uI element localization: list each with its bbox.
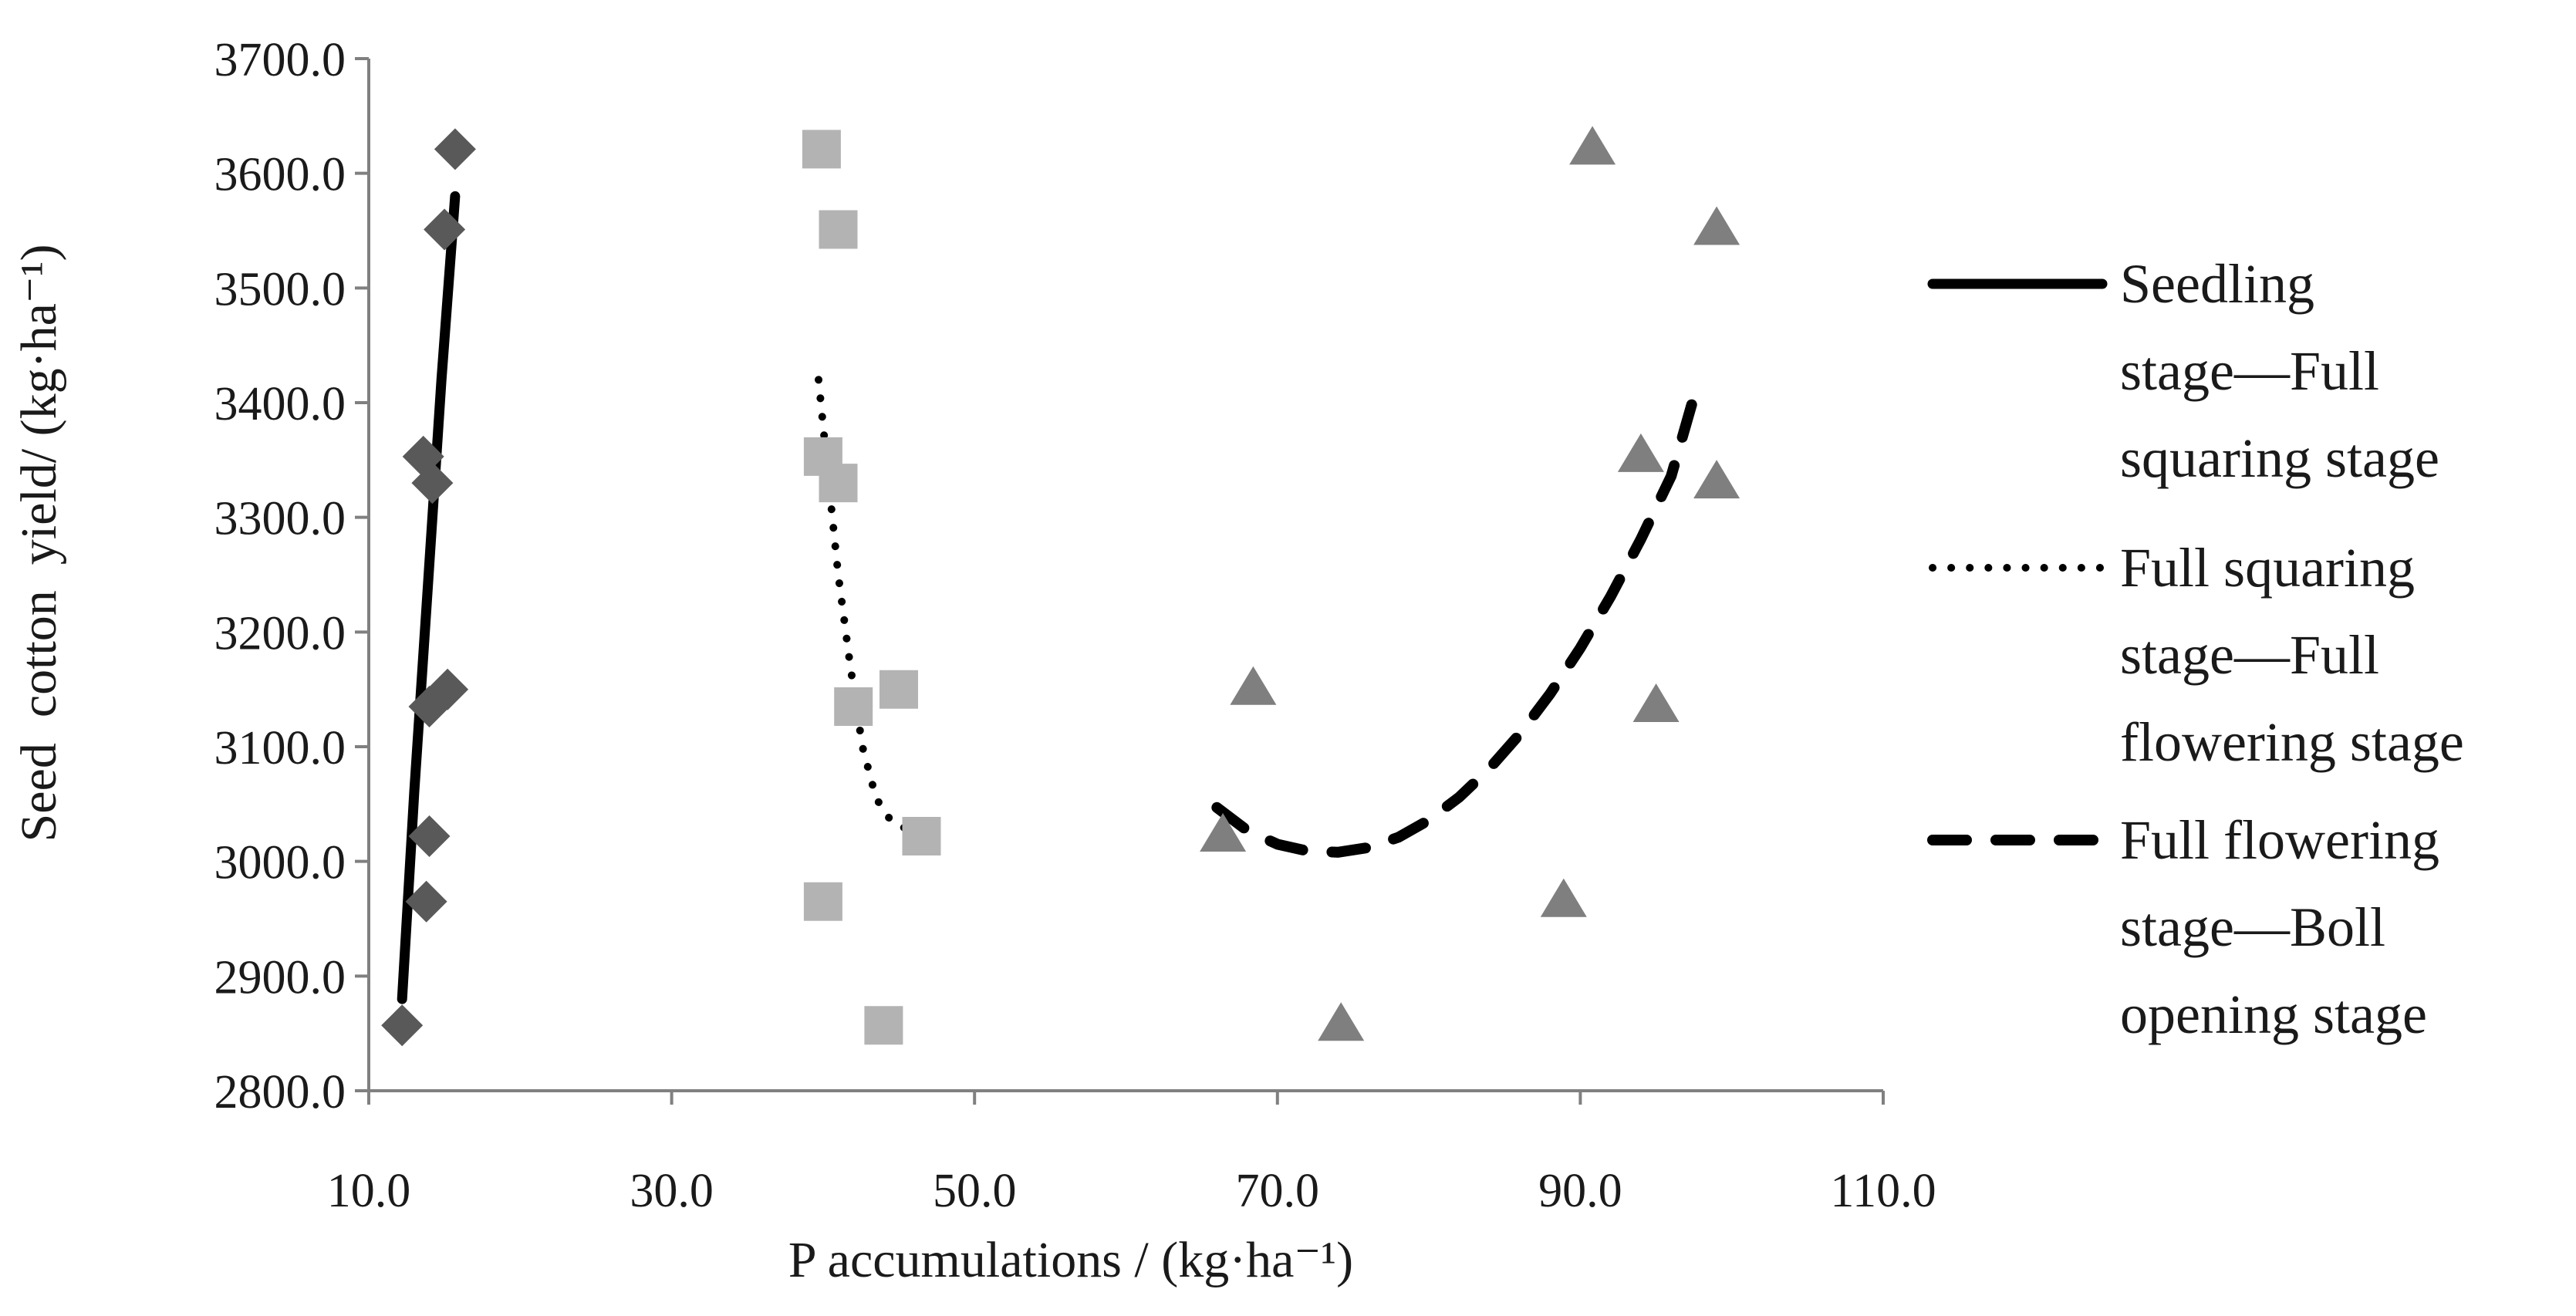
x-tick-label: 50.0: [933, 1165, 1017, 1217]
y-tick-label: 3700.0: [214, 34, 346, 86]
y-tick-label: 3400.0: [214, 378, 346, 430]
triangle-marker: [1693, 460, 1740, 499]
diamond-marker: [405, 880, 447, 923]
x-tick-label: 110.0: [1830, 1165, 1936, 1217]
diamond-marker: [411, 462, 454, 504]
square-marker: [879, 670, 918, 709]
diamond-marker: [424, 208, 466, 251]
legend-label: Full flowering: [2120, 809, 2439, 871]
square-marker: [819, 464, 858, 503]
legend-label: flowering stage: [2120, 711, 2464, 773]
x-axis-title: P accumulations / (kg·ha⁻¹): [788, 1232, 1353, 1288]
trend-lines: [397, 191, 1700, 1004]
square-marker: [803, 882, 842, 921]
trend-line-dashed: [1211, 391, 1700, 858]
trend-line-solid: [397, 191, 461, 1004]
square-marker: [819, 210, 858, 249]
diamond-marker: [381, 1004, 424, 1047]
y-tick-label: 3300.0: [214, 493, 346, 545]
triangle-marker: [1693, 206, 1740, 245]
y-tick-label: 3200.0: [214, 607, 346, 660]
x-ticks: 10.0 30.0 50.0 70.0 90.0 110.0: [327, 1091, 1936, 1217]
diamond-marker: [408, 686, 451, 727]
data-markers: [381, 126, 1740, 1047]
legend: Seedling stage—Full squaring stage Full squ…: [1927, 253, 2464, 1045]
square-marker: [902, 817, 941, 855]
y-axis-title: Seed cotton yield/ (kg·ha⁻¹): [11, 245, 67, 842]
y-tick-label: 2800.0: [214, 1066, 346, 1119]
x-tick-label: 10.0: [327, 1165, 411, 1217]
triangle-marker: [1632, 683, 1680, 722]
y-tick-label: 3600.0: [214, 149, 346, 201]
legend-label: stage—Boll: [2120, 896, 2385, 958]
triangle-marker: [1318, 1002, 1365, 1041]
triangle-marker: [1569, 126, 1616, 165]
diamond-marker: [434, 128, 476, 170]
diamond-marker: [408, 815, 451, 857]
legend-label: opening stage: [2120, 984, 2427, 1045]
triangle-marker: [1200, 813, 1247, 852]
legend-label: squaring stage: [2120, 427, 2439, 489]
triangle-marker: [1617, 433, 1664, 472]
triangle-marker: [1230, 666, 1277, 705]
y-tick-label: 2900.0: [214, 951, 346, 1004]
triangle-marker: [1540, 878, 1587, 917]
x-tick-label: 30.0: [630, 1165, 714, 1217]
legend-label: stage—Full: [2120, 624, 2379, 686]
x-tick-label: 90.0: [1538, 1165, 1622, 1217]
y-tick-label: 3500.0: [214, 263, 346, 316]
legend-label: Full squaring: [2120, 537, 2415, 599]
square-marker: [834, 687, 873, 726]
x-tick-label: 70.0: [1236, 1165, 1320, 1217]
legend-label: stage—Full: [2120, 340, 2379, 402]
y-tick-label: 3100.0: [214, 722, 346, 774]
square-marker: [864, 1006, 903, 1045]
legend-label: Seedling: [2120, 253, 2314, 315]
plot-area: 10.0 30.0 50.0 70.0 90.0 110.0 2800.0 2900.0 30…: [214, 34, 1936, 1217]
square-marker: [802, 130, 841, 169]
y-ticks: 2800.0 2900.0 3000.0 3100.0 3200.0 3300.0 3400…: [214, 34, 369, 1119]
y-tick-label: 3000.0: [214, 837, 346, 889]
